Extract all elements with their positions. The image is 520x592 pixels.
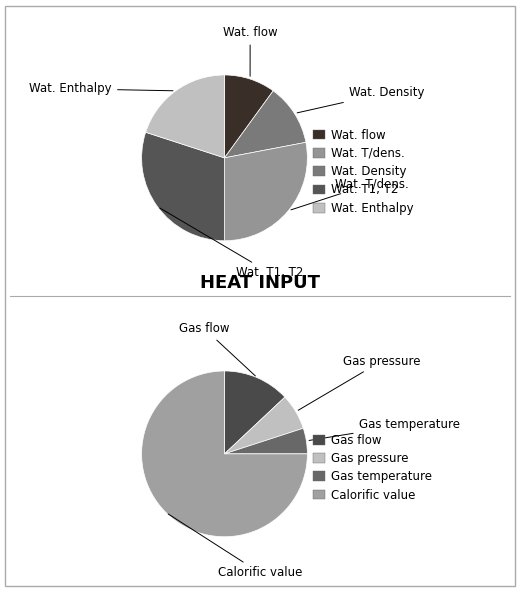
Wedge shape (225, 428, 307, 454)
Text: Gas pressure: Gas pressure (298, 355, 420, 410)
Wedge shape (225, 75, 273, 158)
Wedge shape (225, 397, 303, 454)
Wedge shape (141, 371, 307, 537)
Text: Wat. Enthalpy: Wat. Enthalpy (29, 82, 173, 95)
Wedge shape (225, 142, 307, 241)
Wedge shape (225, 371, 285, 454)
Wedge shape (225, 91, 306, 158)
Wedge shape (141, 132, 225, 241)
Text: Gas flow: Gas flow (179, 323, 255, 376)
Text: Wat. flow: Wat. flow (223, 27, 278, 76)
Text: Gas temperature: Gas temperature (309, 418, 460, 440)
Text: Wat. T1, T2: Wat. T1, T2 (160, 208, 304, 279)
Legend: Wat. flow, Wat. T/dens., Wat. Density, Wat. T1, T2, Wat. Enthalpy: Wat. flow, Wat. T/dens., Wat. Density, W… (313, 128, 413, 215)
Text: Calorific value: Calorific value (168, 514, 302, 580)
Title: HEAT INPUT: HEAT INPUT (200, 274, 320, 292)
Text: Wat. T/dens.: Wat. T/dens. (291, 177, 409, 210)
Legend: Gas flow, Gas pressure, Gas temperature, Calorific value: Gas flow, Gas pressure, Gas temperature,… (313, 434, 432, 501)
Text: Wat. Density: Wat. Density (297, 86, 424, 113)
Wedge shape (146, 75, 225, 158)
